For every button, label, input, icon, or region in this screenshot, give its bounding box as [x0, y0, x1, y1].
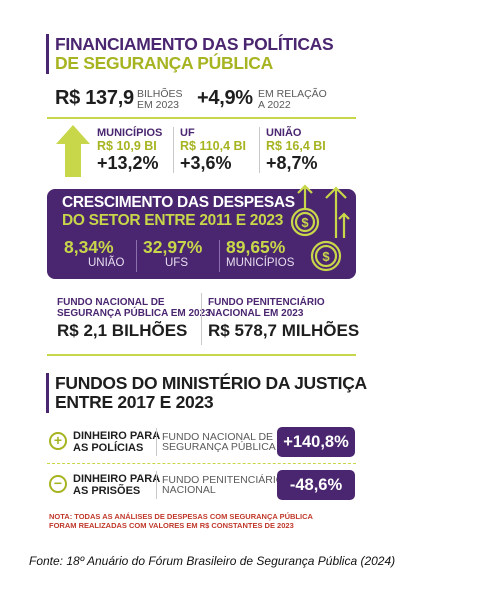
total-change-line1: EM RELAÇÃO	[258, 88, 327, 100]
row-separator	[156, 471, 157, 499]
growth-value: 89,65%	[226, 237, 286, 257]
row-fund-line1: FUNDO NACIONAL DE	[162, 431, 274, 443]
sphere-amount: R$ 16,4 BI	[266, 139, 326, 153]
fund-fnsp-2023: FUNDO NACIONAL DE SEGURANÇA PÚBLICA EM 2…	[57, 297, 211, 342]
source-caption: Fonte: 18º Anuário do Fórum Brasileiro d…	[29, 554, 396, 568]
row-label-line2: AS POLÍCIAS	[73, 442, 144, 454]
ministry-title-line2: ENTRE 2017 E 2023	[55, 392, 214, 412]
arrow-up-icon	[56, 125, 90, 177]
growth-label: MUNICÍPIOS	[226, 257, 295, 269]
fund-value: R$ 2,1 BILHÕES	[57, 321, 188, 340]
row-change-badge: +140,8%	[277, 427, 355, 457]
fund-label-line2: SEGURANÇA PÚBLICA EM 2023	[57, 308, 211, 319]
total-unit-line2: EM 2023	[137, 99, 180, 111]
fund-label-line1: FUNDO PENITENCIÁRIO	[208, 297, 325, 308]
sphere-change: +8,7%	[266, 153, 318, 173]
growth-label: UNIÃO	[88, 257, 125, 269]
fund-label-line2: NACIONAL EM 2023	[208, 308, 304, 319]
total-unit-line1: BILHÕES	[137, 88, 183, 100]
ministry-row-prisoes: DINHEIRO PARA AS PRISÕES	[73, 473, 160, 497]
total-change: +4,9%	[197, 87, 253, 109]
svg-text:$: $	[322, 249, 330, 264]
growth-item-ufs: 32,97% UFS	[143, 237, 215, 270]
growth-item-uniao: 8,34% UNIÃO	[64, 237, 134, 270]
fund-label-line1: FUNDO NACIONAL DE	[57, 297, 165, 308]
sphere-label: UNIÃO	[266, 127, 302, 139]
sphere-separator	[173, 127, 174, 173]
growth-label: UFS	[165, 257, 188, 269]
total-value: R$ 137,9	[55, 87, 134, 109]
sphere-uniao: UNIÃO R$ 16,4 BI +8,7%	[266, 127, 326, 173]
divider-top	[47, 117, 356, 119]
growth-value: 32,97%	[143, 237, 203, 257]
row-separator	[156, 428, 157, 456]
sphere-change: +13,2%	[97, 153, 159, 173]
plus-circle-icon: +	[49, 432, 67, 450]
sphere-amount: R$ 10,9 BI	[97, 139, 157, 153]
sphere-uf: UF R$ 110,4 BI +3,6%	[180, 127, 246, 173]
row-fund-line1: FUNDO PENITENCIÁRIO	[162, 474, 284, 486]
growth-separator	[219, 240, 220, 272]
sphere-municipios: MUNICÍPIOS R$ 10,9 BI +13,2%	[97, 127, 162, 173]
sphere-label: MUNICÍPIOS	[97, 127, 163, 139]
ministry-title-line1: FUNDOS DO MINISTÉRIO DA JUSTIÇA	[55, 373, 367, 393]
note-line2: FORAM REALIZADAS COM VALORES EM R$ CONST…	[49, 521, 294, 530]
ministry-accent-bar	[46, 373, 49, 413]
page-title-line1: FINANCIAMENTO DAS POLÍTICAS	[55, 34, 334, 54]
row-label-line1: DINHEIRO PARA	[73, 473, 161, 485]
growth-value: 8,34%	[64, 237, 114, 257]
growth-card-title-line1: CRESCIMENTO DAS DESPESAS	[62, 194, 295, 211]
row-divider	[47, 463, 356, 464]
row-change-badge: -48,6%	[277, 470, 355, 500]
money-growth-icon: $ $	[290, 184, 350, 272]
row-fund-line2: NACIONAL	[162, 484, 216, 496]
sphere-amount: R$ 110,4 BI	[180, 139, 247, 153]
note-line1: NOTA: TODAS AS ANÁLISES DE DESPESAS COM …	[49, 512, 313, 521]
row-label-line2: AS PRISÕES	[73, 485, 141, 497]
sphere-separator	[259, 127, 260, 173]
fund-fpn-2023: FUNDO PENITENCIÁRIO NACIONAL EM 2023 R$ …	[208, 297, 359, 342]
growth-card-title-line2: DO SETOR ENTRE 2011 E 2023	[62, 212, 284, 229]
sphere-change: +3,6%	[180, 153, 232, 173]
row-label-line1: DINHEIRO PARA	[73, 430, 161, 442]
minus-circle-icon: −	[49, 475, 67, 493]
ministry-row-policias: DINHEIRO PARA AS POLÍCIAS	[73, 430, 160, 454]
page-title-line2: DE SEGURANÇA PÚBLICA	[55, 53, 273, 73]
svg-text:$: $	[301, 215, 309, 230]
sphere-label: UF	[180, 127, 195, 139]
fund-separator	[201, 293, 202, 345]
growth-item-municipios: 89,65% MUNICÍPIOS	[226, 237, 298, 270]
header-accent-bar	[46, 34, 49, 74]
fund-value: R$ 578,7 MILHÕES	[208, 321, 360, 340]
row-fund-line2: SEGURANÇA PÚBLICA	[162, 441, 276, 453]
divider-middle	[47, 354, 356, 356]
total-change-line2: A 2022	[258, 99, 291, 111]
growth-separator	[136, 240, 137, 272]
